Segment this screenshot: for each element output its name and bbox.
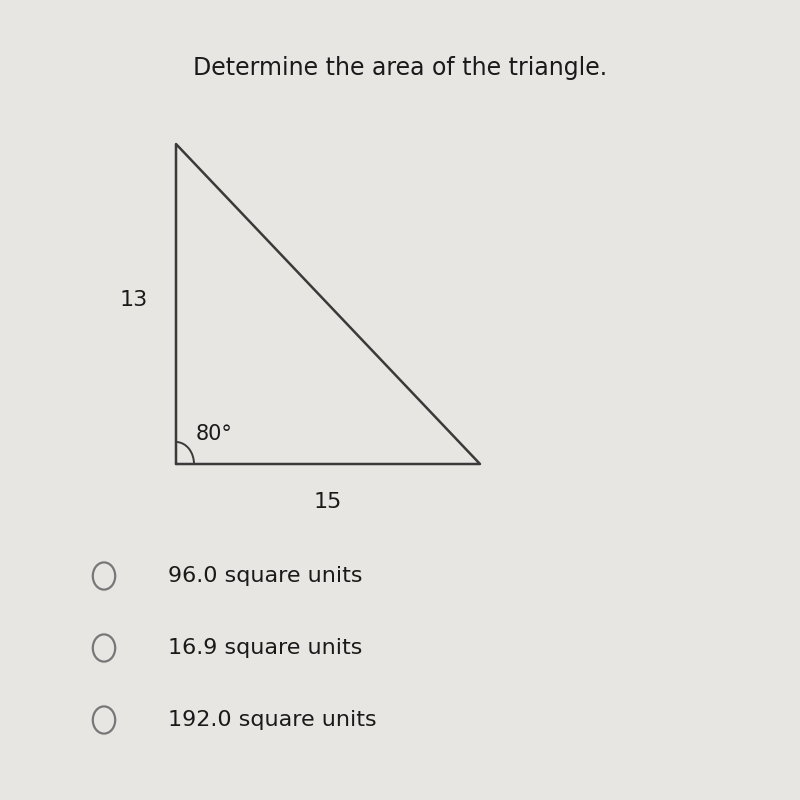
Text: 15: 15 <box>314 492 342 512</box>
Text: Determine the area of the triangle.: Determine the area of the triangle. <box>193 56 607 80</box>
Text: 16.9 square units: 16.9 square units <box>168 638 362 658</box>
Text: 192.0 square units: 192.0 square units <box>168 710 377 730</box>
Text: 13: 13 <box>120 290 148 310</box>
Text: 80°: 80° <box>196 424 233 444</box>
Text: 96.0 square units: 96.0 square units <box>168 566 362 586</box>
